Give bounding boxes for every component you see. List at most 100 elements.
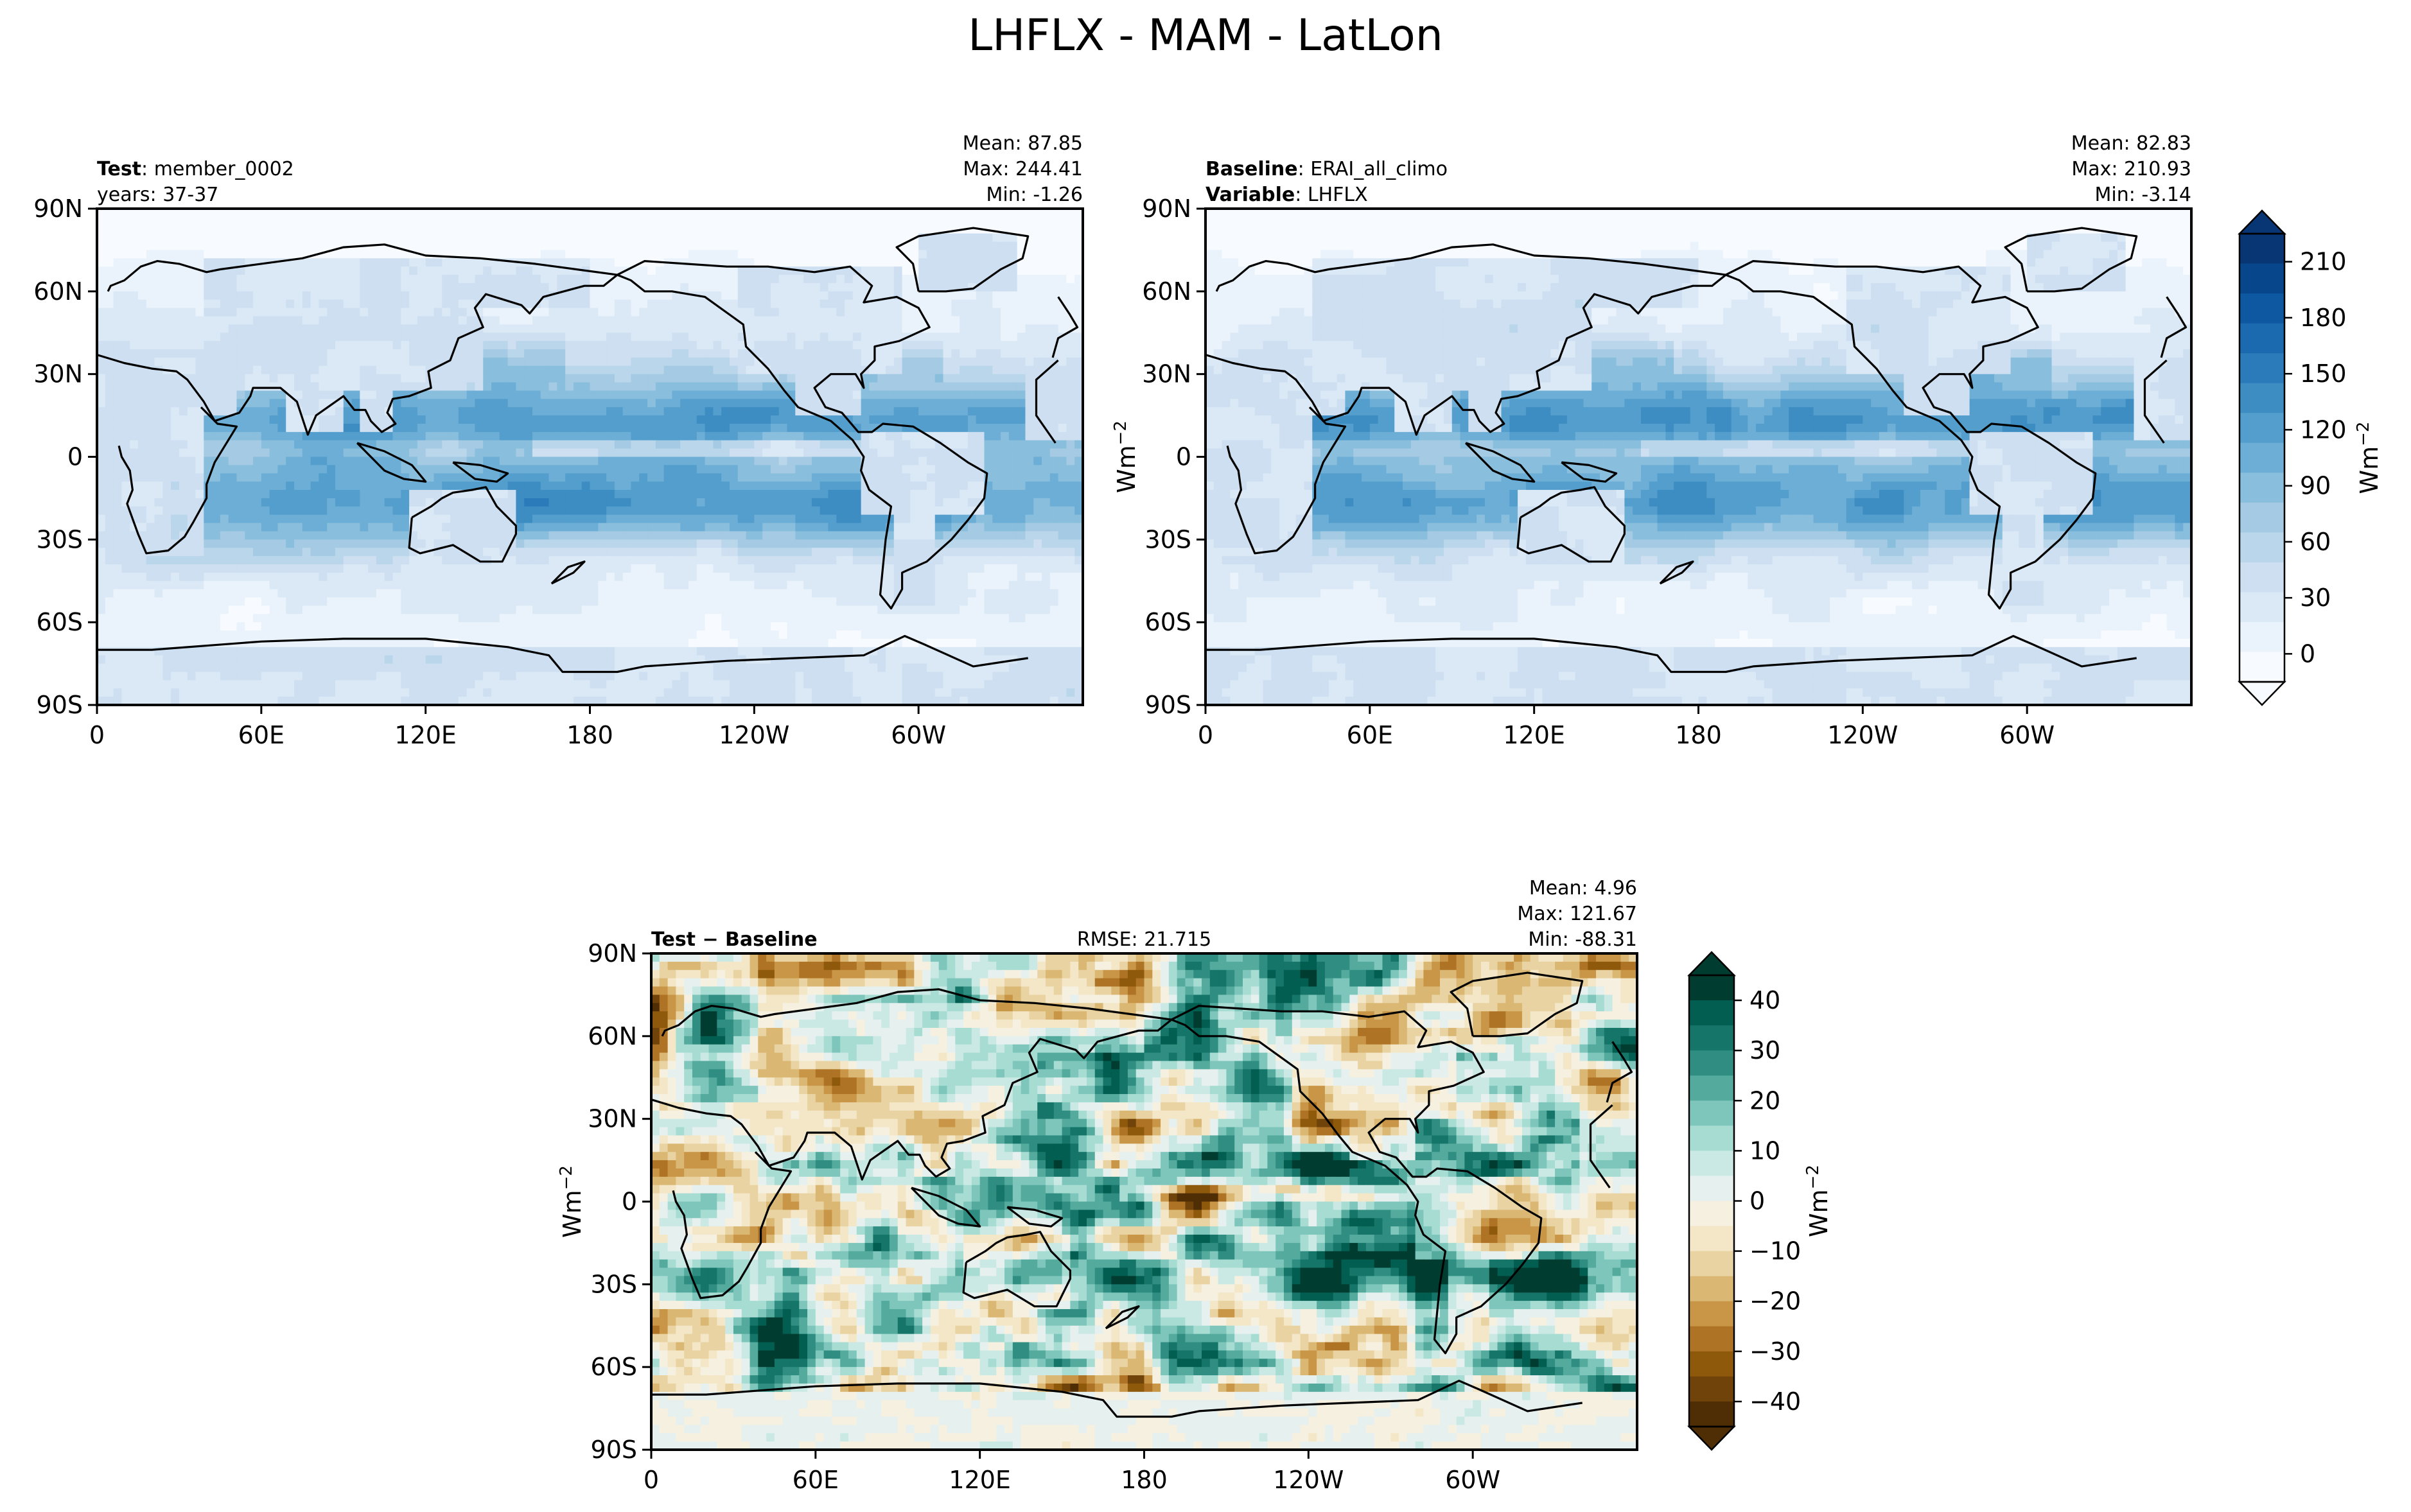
map-cell: [770, 241, 780, 251]
map-cell: [590, 316, 599, 325]
map-cell: [343, 341, 353, 350]
map-cell: [319, 349, 328, 358]
map-cell: [934, 490, 944, 499]
map-cell: [1001, 473, 1010, 482]
map-cell: [146, 324, 155, 333]
map-cell: [425, 390, 435, 399]
map-cell: [1008, 531, 1018, 540]
map-cell: [737, 241, 747, 251]
map-cell: [269, 548, 279, 557]
map-cell: [1025, 448, 1034, 458]
map-cell: [836, 456, 845, 465]
map-cell: [228, 548, 238, 557]
map-cell: [992, 448, 1001, 458]
map-cell: [787, 333, 796, 342]
map-cell: [458, 498, 468, 507]
map-cell: [852, 349, 862, 358]
map-cell: [425, 440, 435, 449]
map-cell: [483, 514, 492, 524]
map-cell: [713, 390, 722, 399]
map-cell: [737, 506, 747, 516]
map-cell: [688, 531, 697, 540]
map-cell: [886, 365, 895, 375]
map-cell: [934, 349, 944, 358]
map-cell: [614, 299, 624, 309]
map-cell: [97, 316, 106, 325]
map-cell: [746, 506, 755, 516]
map-cell: [261, 456, 270, 465]
map-cell: [845, 241, 854, 251]
map-cell: [655, 514, 665, 524]
map-cell: [721, 382, 730, 392]
map-cell: [384, 316, 394, 325]
map-cell: [154, 440, 163, 449]
map-cell: [934, 225, 944, 234]
map-cell: [1008, 456, 1018, 465]
map-cell: [696, 548, 706, 557]
map-cell: [902, 456, 911, 465]
map-cell: [828, 382, 837, 392]
map-cell: [179, 341, 188, 350]
map-cell: [721, 209, 730, 218]
map-cell: [277, 324, 286, 333]
map-cell: [557, 506, 566, 516]
map-cell: [286, 498, 295, 507]
map-cell: [483, 456, 492, 465]
map-cell: [195, 357, 204, 367]
map-cell: [220, 275, 229, 284]
map-cell: [614, 448, 624, 458]
map-cell: [113, 308, 122, 317]
map-cell: [351, 216, 360, 226]
map-cell: [861, 399, 870, 408]
map-cell: [770, 365, 780, 375]
map-cell: [548, 490, 557, 499]
map-cell: [507, 448, 516, 458]
map-cell: [1066, 216, 1075, 226]
map-cell: [852, 266, 862, 275]
map-cell: [335, 209, 344, 218]
map-cell: [639, 209, 648, 218]
map-cell: [737, 399, 747, 408]
map-cell: [253, 465, 262, 474]
map-cell: [1074, 440, 1083, 449]
map-cell: [401, 349, 410, 358]
map-cell: [713, 465, 722, 474]
map-cell: [113, 365, 122, 375]
map-cell: [228, 341, 238, 350]
map-cell: [548, 333, 557, 342]
map-cell: [943, 382, 952, 392]
map-cell: [803, 490, 812, 499]
map-cell: [351, 341, 360, 350]
map-cell: [565, 390, 574, 399]
map-cell: [828, 456, 837, 465]
map-cell: [434, 324, 443, 333]
map-cell: [877, 431, 886, 441]
map-cell: [696, 357, 706, 367]
map-cell: [236, 233, 245, 243]
map-cell: [228, 233, 238, 243]
map-cell: [655, 490, 665, 499]
map-cell: [376, 390, 385, 399]
map-cell: [680, 341, 689, 350]
map-cell: [688, 241, 697, 251]
map-cell: [294, 349, 303, 358]
map-cell: [1025, 258, 1034, 267]
map-cell: [351, 482, 360, 491]
map-cell: [680, 316, 689, 325]
map-cell: [253, 498, 262, 507]
map-cell: [319, 308, 328, 317]
map-cell: [351, 349, 360, 358]
map-cell: [721, 490, 730, 499]
map-cell: [614, 506, 624, 516]
map-cell: [475, 349, 484, 358]
map-cell: [713, 399, 722, 408]
map-cell: [269, 456, 279, 465]
map-cell: [762, 316, 771, 325]
map-cell: [918, 225, 927, 234]
map-cell: [195, 448, 204, 458]
map-cell: [737, 216, 747, 226]
map-cell: [516, 407, 525, 416]
map-cell: [121, 390, 130, 399]
map-cell: [622, 415, 632, 424]
map-cell: [228, 523, 238, 532]
